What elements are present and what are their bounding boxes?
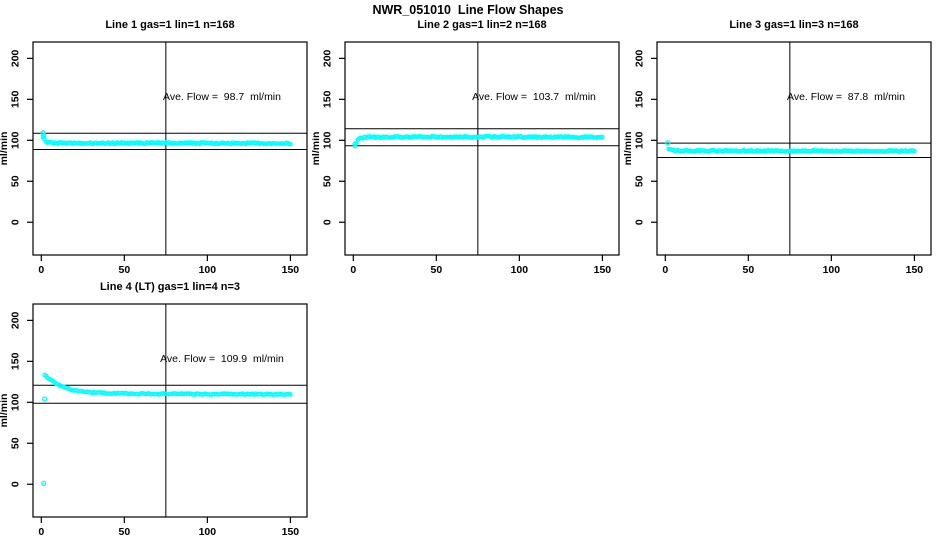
y-axis-label: ml/min bbox=[312, 132, 322, 166]
plot-border bbox=[656, 41, 932, 256]
data-point bbox=[288, 392, 293, 397]
x-axis-tick-label: 50 bbox=[118, 526, 130, 538]
plot-border bbox=[32, 41, 308, 256]
avg-flow-annotation: Ave. Flow = 98.7 ml/min bbox=[163, 91, 281, 103]
y-axis-tick-label: 200 bbox=[10, 311, 22, 329]
x-axis-tick-label: 150 bbox=[282, 264, 300, 276]
data-point-outlier bbox=[41, 396, 48, 402]
panel-line-3: 0 50 100 150 0 50 100 150 200 ml/min Line 3 gas=1… bbox=[624, 0, 936, 278]
panel-line-1: 0 50 100 150 0 50 100 150 200 ml/min Line 1 gas=1… bbox=[0, 0, 312, 278]
panel-plot: 0 50 100 150 0 50 100 150 200 ml/min bbox=[0, 303, 308, 538]
x-axis-tick-label: 0 bbox=[350, 264, 356, 276]
y-axis-tick-label: 0 bbox=[322, 219, 334, 225]
data-point bbox=[600, 134, 605, 140]
x-axis-tick-label: 0 bbox=[38, 264, 44, 276]
data-point-outlier bbox=[41, 132, 47, 139]
y-axis-tick-label: 150 bbox=[10, 90, 22, 108]
panel-title: Line 1 gas=1 lin=1 n=168 bbox=[105, 19, 235, 31]
panel-title: Line 4 (LT) gas=1 lin=4 n=3 bbox=[99, 281, 241, 293]
plot-border bbox=[32, 303, 308, 518]
y-axis-tick-label: 200 bbox=[322, 49, 334, 67]
avg-flow-annotation: Ave. Flow = 103.7 ml/min bbox=[472, 91, 596, 103]
x-axis-tick-label: 100 bbox=[823, 264, 841, 276]
y-axis-label: ml/min bbox=[624, 132, 634, 166]
y-axis-tick-label: 50 bbox=[634, 175, 646, 187]
data-point bbox=[288, 141, 293, 147]
data-point bbox=[912, 148, 917, 154]
data-point-outlier bbox=[40, 130, 46, 136]
y-axis-tick-label: 50 bbox=[322, 175, 334, 187]
y-axis-tick-label: 200 bbox=[10, 49, 22, 67]
x-axis-tick-label: 150 bbox=[594, 264, 612, 276]
panel-plot: 0 50 100 150 0 50 100 150 200 ml/min bbox=[0, 41, 308, 276]
y-axis-tick-label: 0 bbox=[634, 219, 646, 225]
x-axis-tick-label: 100 bbox=[199, 526, 217, 538]
y-axis-tick-label: 100 bbox=[634, 131, 646, 149]
y-axis-label: ml/min bbox=[0, 132, 10, 166]
y-axis-tick-label: 100 bbox=[10, 393, 22, 411]
plot-border bbox=[344, 41, 620, 256]
x-axis-tick-label: 0 bbox=[662, 264, 668, 276]
x-axis-tick-label: 50 bbox=[742, 264, 754, 276]
y-axis-tick-label: 50 bbox=[10, 437, 22, 449]
y-axis-tick-label: 200 bbox=[634, 49, 646, 67]
figure-title: NWR_051010 Line Flow Shapes bbox=[372, 3, 564, 17]
y-axis-tick-label: 50 bbox=[10, 175, 22, 187]
y-axis-label: ml/min bbox=[0, 394, 10, 428]
avg-flow-annotation: Ave. Flow = 87.8 ml/min bbox=[787, 91, 905, 103]
panel-line-2: 0 50 100 150 0 50 100 150 200 ml/min Line 2 gas=1… bbox=[312, 0, 624, 278]
y-axis-tick-label: 0 bbox=[10, 481, 22, 487]
panel-plot: 0 50 100 150 0 50 100 150 200 ml/min bbox=[312, 41, 620, 276]
x-axis-tick-label: 100 bbox=[199, 264, 217, 276]
y-axis-tick-label: 100 bbox=[10, 131, 22, 149]
panel-title: Line 2 gas=1 lin=2 n=168 bbox=[417, 19, 547, 31]
panel-plot: 0 50 100 150 0 50 100 150 200 ml/min bbox=[624, 41, 932, 276]
y-axis-tick-label: 150 bbox=[322, 90, 334, 108]
y-axis-tick-label: 150 bbox=[634, 90, 646, 108]
avg-flow-annotation: Ave. Flow = 109.9 ml/min bbox=[160, 353, 284, 365]
x-axis-tick-label: 100 bbox=[511, 264, 529, 276]
data-point-outlier bbox=[352, 141, 358, 147]
y-axis-tick-label: 0 bbox=[10, 219, 22, 225]
x-axis-tick-label: 150 bbox=[282, 526, 300, 538]
panel-line-4: 0 50 100 150 0 50 100 150 200 ml/min Line 4 (LT) … bbox=[0, 262, 312, 540]
y-axis-tick-label: 100 bbox=[322, 131, 334, 149]
y-axis-tick-label: 150 bbox=[10, 352, 22, 370]
panel-title: Line 3 gas=1 lin=3 n=168 bbox=[729, 19, 859, 31]
x-axis-tick-label: 0 bbox=[38, 526, 44, 538]
x-axis-tick-label: 50 bbox=[430, 264, 442, 276]
x-axis-tick-label: 50 bbox=[118, 264, 130, 276]
data-point-outlier bbox=[665, 140, 671, 146]
data-point-outlier bbox=[41, 480, 47, 487]
x-axis-tick-label: 150 bbox=[906, 264, 924, 276]
